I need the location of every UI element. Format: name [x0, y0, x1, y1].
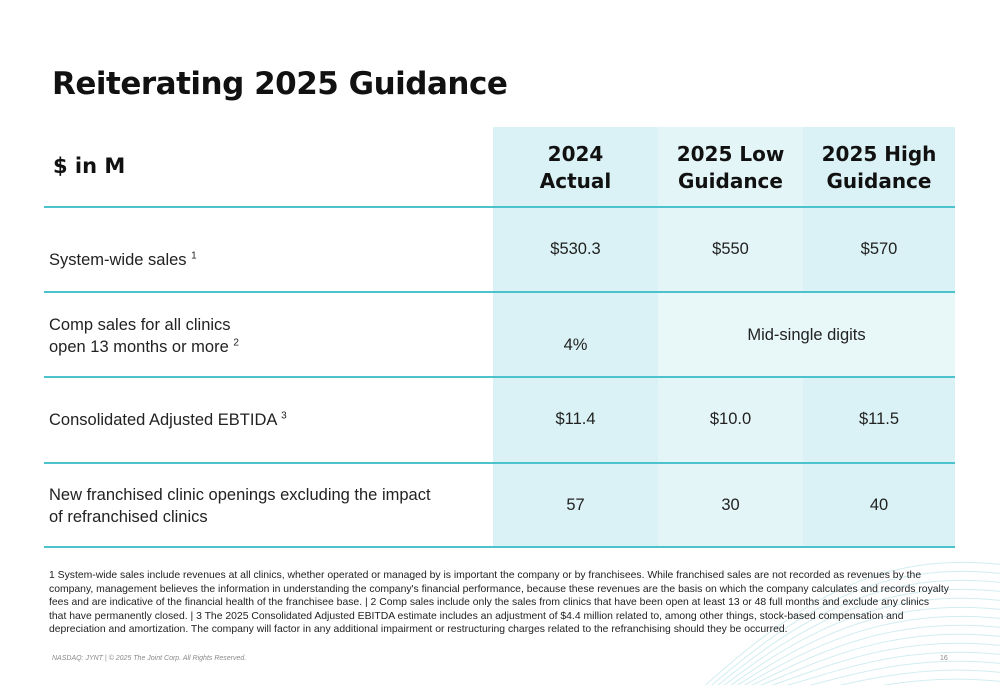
- row-label-franchised-openings: New franchised clinic openings excluding…: [49, 484, 431, 528]
- table-divider: [44, 546, 955, 548]
- row-label-comp-sales: Comp sales for all clinics open 13 month…: [49, 314, 239, 358]
- row-label-text: Comp sales for all clinics: [49, 316, 231, 334]
- row-label-text: System-wide sales: [49, 251, 187, 269]
- table-divider: [44, 206, 955, 208]
- column-header-line: Guidance: [826, 169, 932, 193]
- column-header-2025-low: 2025 Low Guidance: [658, 141, 803, 195]
- page-title: Reiterating 2025 Guidance: [52, 66, 508, 102]
- row-label-text: open 13 months or more: [49, 338, 229, 356]
- row-label-text: Consolidated Adjusted EBTIDA: [49, 411, 277, 429]
- column-header-line: Guidance: [678, 169, 783, 193]
- wave-line: [770, 642, 1000, 685]
- table-divider: [44, 291, 955, 293]
- table-cell: $11.4: [555, 410, 596, 428]
- column-header-line: Actual: [539, 169, 612, 193]
- row-label-adjusted-ebtida: Consolidated Adjusted EBTIDA 3: [49, 409, 287, 431]
- table-cell: 30: [721, 496, 740, 514]
- footnote-marker: 3: [281, 410, 287, 422]
- column-header-line: 2025 Low: [676, 142, 785, 166]
- wave-line: [786, 651, 1000, 685]
- merged-guidance-cell-bg: [658, 293, 955, 377]
- table-cell: 40: [869, 496, 889, 514]
- footnote-text: 1 System-wide sales include revenues at …: [49, 570, 949, 636]
- wave-line: [838, 669, 1000, 685]
- wave-line: [808, 660, 1000, 685]
- footnote-marker: 2: [233, 337, 239, 349]
- footnote-marker: 1: [191, 250, 197, 262]
- column-bg-2024-actual: [493, 127, 658, 547]
- wave-line: [881, 678, 1000, 685]
- row-label-text: New franchised clinic openings excluding…: [49, 486, 431, 504]
- table-cell: $570: [860, 240, 898, 258]
- page-number: 16: [940, 655, 948, 662]
- table-divider: [44, 462, 955, 464]
- table-cell: 4%: [563, 336, 588, 354]
- footer-copyright: NASDAQ: JYNT | © 2025 The Joint Corp. Al…: [52, 655, 247, 662]
- table-cell-merged: Mid-single digits: [747, 326, 866, 344]
- table-cell: $10.0: [709, 410, 752, 428]
- row-label-text: of refranchised clinics: [49, 508, 208, 526]
- column-header-line: 2024: [547, 142, 604, 166]
- table-cell: $11.5: [858, 410, 900, 428]
- table-cell: 57: [566, 496, 585, 514]
- table-cell: $550: [712, 240, 749, 258]
- column-header-2025-high: 2025 High Guidance: [803, 141, 955, 195]
- column-header-line: 2025 High: [821, 142, 937, 166]
- column-header-2024-actual: 2024 Actual: [493, 141, 658, 195]
- row-label-system-wide-sales: System-wide sales 1: [49, 249, 197, 271]
- table-header-label: $ in M: [53, 154, 126, 178]
- wave-line: [759, 633, 1000, 685]
- table-divider: [44, 376, 955, 378]
- table-cell: $530.3: [550, 240, 601, 258]
